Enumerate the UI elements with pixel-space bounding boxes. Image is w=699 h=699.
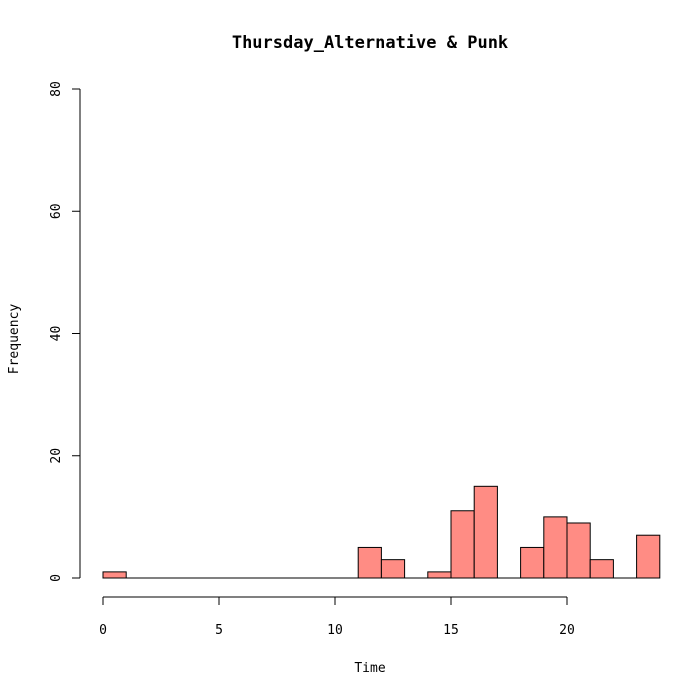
x-tick-label: 0 (99, 623, 107, 638)
histogram-bar (380, 559, 406, 579)
histogram-bar (636, 534, 661, 579)
x-tick-label: 5 (215, 623, 223, 638)
x-axis-label: Time (354, 661, 385, 676)
y-tick-label: 40 (49, 326, 64, 342)
bars-group (102, 485, 661, 579)
chart-title: Thursday_Alternative & Punk (232, 33, 508, 53)
x-tick-label: 15 (443, 623, 459, 638)
histogram-bar (357, 546, 382, 579)
y-axis-label: Frequency (7, 304, 22, 375)
x-tick-label: 20 (559, 623, 575, 638)
histogram-bar (589, 559, 614, 579)
y-tick-label: 0 (49, 574, 64, 582)
histogram-bar (427, 571, 452, 579)
histogram-bar (450, 510, 475, 579)
histogram-bar (102, 571, 127, 579)
histogram-bar (520, 546, 545, 579)
y-tick-label: 60 (49, 203, 64, 219)
histogram-bar (566, 522, 591, 579)
y-tick-label: 20 (49, 448, 64, 464)
histogram-bar (543, 516, 568, 579)
histogram-bar (473, 485, 498, 579)
x-tick-label: 10 (327, 623, 343, 638)
y-axis: 0 20 40 60 80 (49, 81, 81, 582)
y-tick-label: 80 (49, 81, 64, 97)
x-axis: 0 5 10 15 20 (99, 596, 575, 638)
